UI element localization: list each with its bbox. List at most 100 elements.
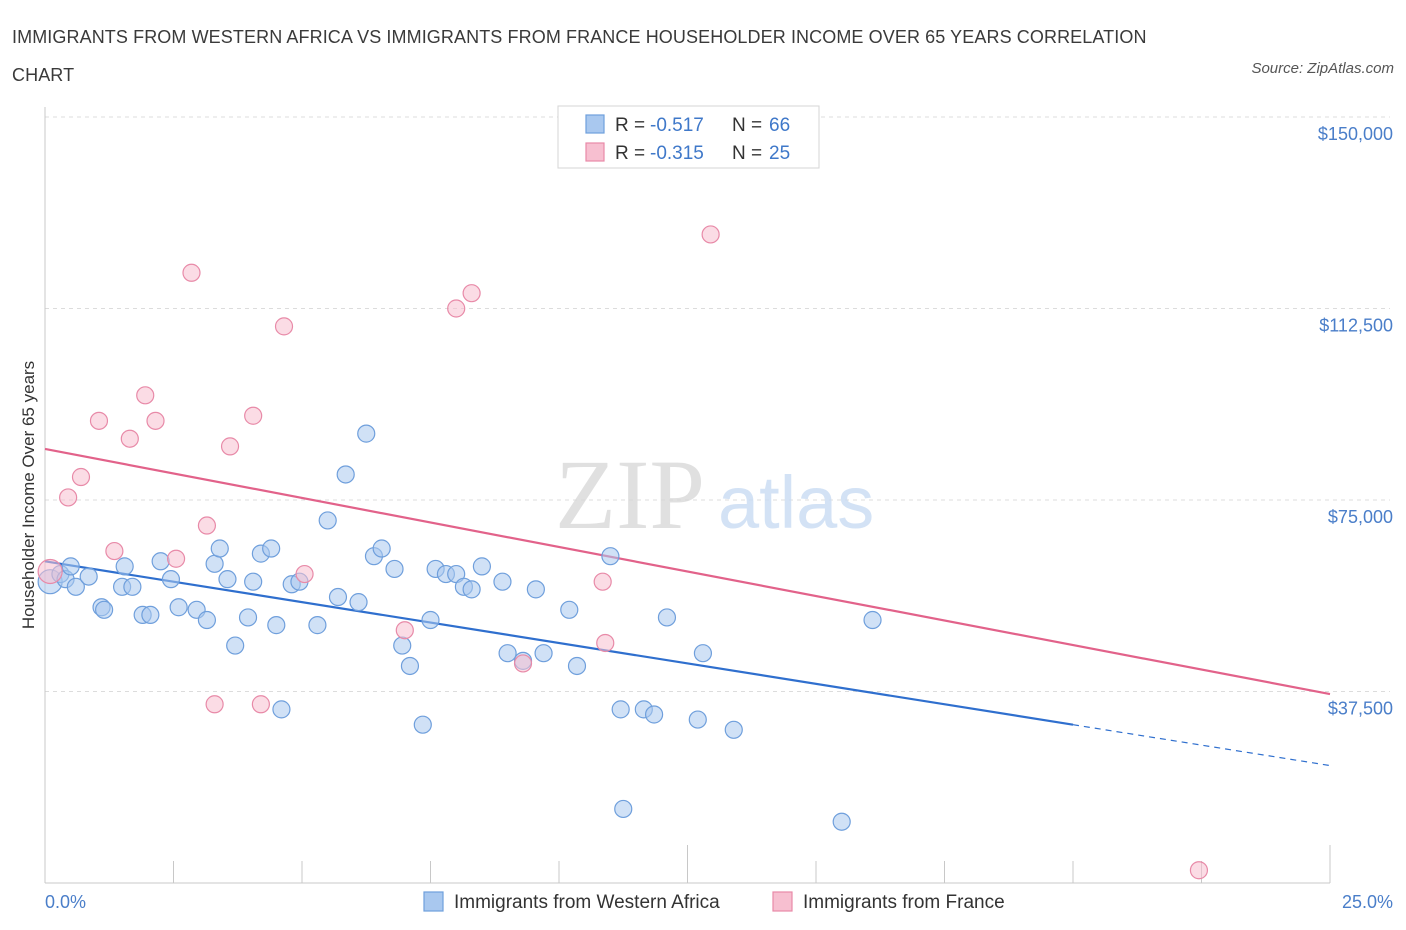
x-tick-label: 25.0% [1342,892,1393,912]
data-point-series-1 [251,695,270,714]
data-point-series-1 [37,558,63,585]
data-point-series-0 [832,812,851,831]
data-point-series-0 [151,552,170,571]
data-point-series-0 [205,554,224,573]
data-point-series-0 [472,557,491,576]
trend-line-1 [44,447,1331,696]
data-point-series-1 [593,572,612,591]
data-point-series-0 [644,705,664,724]
data-point-series-0 [123,577,142,596]
data-point-series-0 [115,557,134,576]
data-point-series-0 [161,570,181,589]
y-tick-label: $150,000 [1318,124,1393,144]
data-point-series-1 [105,541,124,561]
data-point-series-0 [863,610,882,630]
data-point-series-1 [89,411,109,430]
data-point-series-1 [71,467,91,487]
data-point-series-0 [421,610,440,630]
bottom-legend: Immigrants from Western Africa Immigrant… [423,891,1005,913]
data-point-series-0 [226,636,245,655]
bottom-legend-swatch-western-africa [423,891,444,912]
y-tick-label: $112,500 [1319,316,1393,336]
data-point-series-0 [141,605,160,625]
bottom-legend-swatch-france [772,891,793,912]
data-point-series-1 [205,695,224,714]
data-point-series-0 [238,608,258,627]
data-point-series-1 [274,317,294,336]
grid-layer [45,116,1390,692]
data-point-series-0 [66,577,85,596]
data-point-series-1 [197,516,217,535]
axis-layer: $37,500 $75,000 $112,500 $150,000 0.0% 25.0% [44,107,1393,912]
data-point-series-1 [447,299,466,318]
data-point-series-1 [59,488,78,507]
legend-r-value-france: -0.315 [650,143,704,164]
source-label: Source: ZipAtlas.com [1251,60,1394,77]
data-point-series-0 [349,593,368,612]
data-point-series-1 [166,549,186,568]
data-point-series-0 [328,587,348,607]
data-point-series-0 [534,644,553,663]
legend-n-label-1: N = [732,143,762,164]
data-point-series-0 [218,570,237,589]
data-point-series-1 [596,633,615,653]
legend-n-value-western-africa: 66 [769,115,790,136]
data-point-series-0 [372,539,391,558]
data-point-series-0 [79,567,98,586]
watermark-zip: ZIP [555,439,705,550]
data-point-series-0 [385,559,404,579]
data-point-series-0 [688,710,707,729]
data-point-series-0 [657,608,677,627]
data-point-series-1 [701,225,720,244]
data-point-series-0 [318,511,337,530]
data-point-series-0 [61,557,80,576]
data-point-series-1 [146,411,165,430]
legend-r-value-western-africa: -0.517 [650,115,704,136]
data-point-series-0 [267,616,286,635]
legend-n-value-france: 25 [769,143,790,164]
data-point-series-0 [336,465,355,484]
data-point-series-0 [611,700,630,719]
data-point-series-1 [513,654,533,673]
data-point-series-0 [526,580,545,599]
x-tick-label: 0.0% [45,892,86,912]
watermark: ZIP atlas [555,439,874,550]
data-point-series-0 [493,572,512,591]
data-point-series-1 [182,263,201,282]
trend-layer [44,447,1331,767]
data-point-series-0 [693,644,713,663]
data-point-series-0 [210,539,229,558]
data-point-series-0 [724,720,743,739]
data-point-series-0 [567,656,587,676]
data-point-series-1 [120,429,139,448]
data-point-series-0 [413,715,432,734]
data-point-series-1 [244,406,263,425]
data-point-series-0 [462,580,481,599]
data-point-series-0 [601,547,620,566]
data-point-series-1 [295,564,314,584]
y-tick-label: $75,000 [1328,507,1393,527]
legend-swatch-france [585,142,605,162]
y-axis-label: Householder Income Over 65 years [19,361,38,629]
legend-swatch-western-africa [585,114,605,134]
data-point-series-1 [462,284,481,303]
legend-r-label-0: R = [615,115,645,136]
data-point-series-0 [272,700,291,719]
data-point-series-0 [262,539,281,558]
legend-n-label-0: N = [732,115,762,136]
data-point-series-0 [393,636,412,655]
data-point-series-0 [614,799,633,819]
data-point-series-0 [400,656,420,676]
data-point-series-0 [560,600,579,619]
chart-title: IMMIGRANTS FROM WESTERN AFRICA VS IMMIGR… [12,27,1147,85]
trend-line-0 [44,560,1074,726]
bottom-legend-western-africa: Immigrants from Western Africa [454,892,720,913]
bottom-legend-france: Immigrants from France [803,892,1005,913]
top-legend: R = -0.517 N = 66 R = -0.315 N = 25 [557,105,820,169]
data-point-series-1 [220,437,240,456]
data-point-series-1 [395,621,414,640]
data-point-series-0 [308,616,327,635]
data-point-series-0 [244,572,263,591]
data-point-series-1 [1189,861,1209,880]
